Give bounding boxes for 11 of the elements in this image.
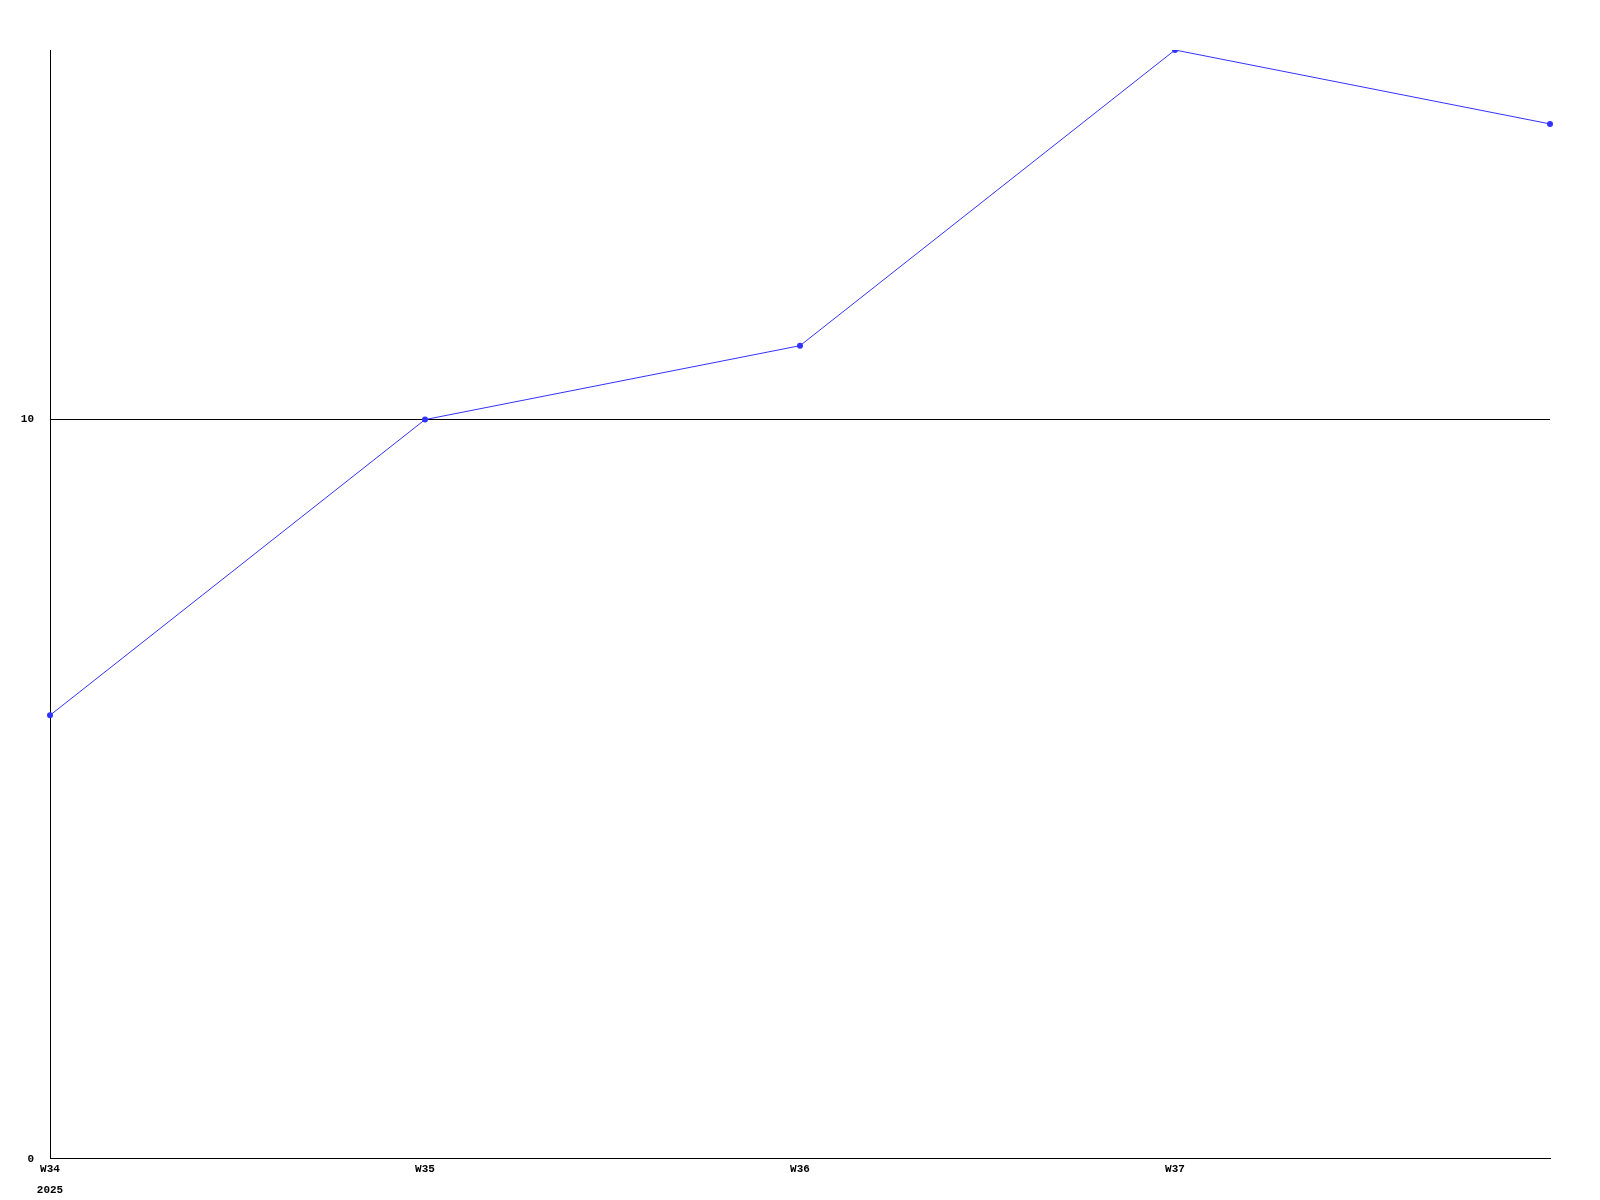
x-tick-label: W37 [1165,1163,1185,1176]
point [1547,120,1553,127]
text: 2025 [36,1184,64,1197]
point [797,342,803,349]
x-tick-label: W36 [790,1163,810,1176]
x-tick-label: W35 [415,1163,436,1176]
x-tick-label: W34 [40,1163,61,1176]
y-tick-label: 10 [20,413,34,426]
point [422,416,428,423]
y-tick-label: 0 [27,1152,34,1165]
point [47,712,53,719]
